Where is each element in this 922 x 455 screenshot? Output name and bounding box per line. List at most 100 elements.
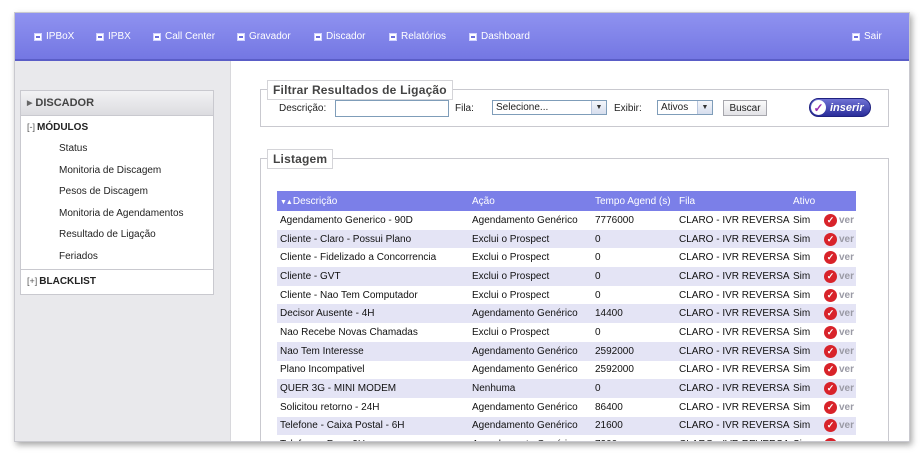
ver-link[interactable]: ✓ver <box>824 400 854 414</box>
ver-label: ver <box>839 364 855 376</box>
cell-acao: Agendamento Genérico <box>469 304 592 324</box>
nav-gravador[interactable]: Gravador <box>237 31 291 42</box>
sidebar-item-pesos-discagem[interactable]: Pesos de Discagem <box>59 186 148 198</box>
sidebar-group-modulos[interactable]: [-] MÓDULOS <box>21 116 213 138</box>
divider <box>21 269 213 270</box>
cell-acao: Agendamento Genérico <box>469 397 592 417</box>
descricao-input[interactable] <box>335 100 449 117</box>
nav-ipbx[interactable]: IPBX <box>96 31 131 42</box>
sort-arrows-icon: ▼▲ <box>280 198 293 206</box>
bullet-icon <box>389 32 397 41</box>
table-row: Cliente - GVT Exclui o Prospect 0 CLARO - I… <box>277 267 856 286</box>
cell-descricao: Cliente - Fidelizado a Concorrencia <box>277 248 469 268</box>
col-descricao[interactable]: ▼▲Descrição <box>277 191 469 211</box>
table-row: Telefone - Caixa Postal - 6H Agendamento … <box>277 416 856 436</box>
bullet-icon <box>469 32 477 41</box>
sidebar-item-resultado-ligacao[interactable]: Resultado de Ligação <box>59 229 156 241</box>
nav-label: IPBoX <box>46 31 75 42</box>
col-ativo[interactable]: Ativo <box>790 191 821 211</box>
cell-actions: ✓ver <box>821 211 856 230</box>
ver-link[interactable]: ✓ver <box>824 288 855 302</box>
ver-link[interactable]: ✓ver <box>824 232 855 246</box>
ver-link[interactable]: ✓ver <box>824 382 855 396</box>
cell-actions: ✓ver <box>821 229 856 249</box>
sidebar-menu: ▶ DISCADOR [-] MÓDULOS Status Monitoria … <box>20 90 214 295</box>
listing-title: Listagem <box>267 149 334 169</box>
ver-label: ver <box>839 383 855 395</box>
cell-ativo: Sim <box>790 211 821 230</box>
bullet-icon <box>96 32 104 41</box>
cell-fila: CLARO - IVR REVERSA <box>676 416 790 436</box>
cell-tempo: 14400 <box>592 304 676 324</box>
cell-descricao: Telefone - Fax - 2H <box>277 435 469 441</box>
fila-select[interactable]: Selecione... ▼ <box>492 100 607 115</box>
ver-link[interactable]: ✓ver <box>824 213 854 227</box>
ver-link[interactable]: ✓ver <box>824 325 854 339</box>
nav-discador[interactable]: Discador <box>314 31 365 42</box>
nav-call-center[interactable]: Call Center <box>153 31 215 42</box>
sidebar-header[interactable]: ▶ DISCADOR <box>21 91 213 116</box>
nav-ipbox[interactable]: IPBoX <box>34 31 74 42</box>
check-circle-icon: ✓ <box>824 419 837 433</box>
ver-label: ver <box>839 420 855 432</box>
sidebar-group-label: MÓDULOS <box>37 121 89 133</box>
cell-ativo: Sim <box>790 435 821 441</box>
cell-acao: Agendamento Genérico <box>469 360 592 380</box>
nav-label: Gravador <box>249 31 291 42</box>
cell-acao: Exclui o Prospect <box>469 267 592 286</box>
cell-actions: ✓ver <box>821 304 856 324</box>
cell-fila: CLARO - IVR REVERSA <box>676 397 790 417</box>
exibir-select[interactable]: Ativos ▼ <box>657 100 713 115</box>
app-window: IPBoX IPBX Call Center Gravador Discador… <box>14 12 910 442</box>
ver-link[interactable]: ✓ver <box>824 363 855 377</box>
sidebar: ▶ DISCADOR [-] MÓDULOS Status Monitoria … <box>15 61 231 441</box>
cell-acao: Agendamento Genérico <box>469 416 592 436</box>
check-circle-icon: ✓ <box>824 251 837 265</box>
collapse-toggle: [-] <box>27 122 35 132</box>
nav-dashboard[interactable]: Dashboard <box>469 31 530 42</box>
sidebar-item-feriados[interactable]: Feriados <box>59 250 98 262</box>
col-acao[interactable]: Ação <box>469 191 592 211</box>
cell-ativo: Sim <box>790 267 821 286</box>
listing-panel: Listagem ▼▲Descrição Ação Tempo Agend (s… <box>260 149 889 441</box>
ver-link[interactable]: ✓ver <box>824 269 854 283</box>
col-tempo[interactable]: Tempo Agend (s) <box>592 191 676 211</box>
ver-label: ver <box>839 233 855 245</box>
ver-link[interactable]: ✓ver <box>824 251 854 265</box>
col-fila[interactable]: Fila <box>676 191 790 211</box>
cell-acao: Exclui o Prospect <box>469 229 592 249</box>
cell-fila: CLARO - IVR REVERSA <box>676 229 790 249</box>
ver-label: ver <box>839 289 855 301</box>
cell-tempo: 2592000 <box>592 360 676 380</box>
cell-descricao: Nao Tem Interesse <box>277 341 469 361</box>
ver-link[interactable]: ✓ver <box>824 344 854 358</box>
cell-fila: CLARO - IVR REVERSA <box>676 248 790 268</box>
cell-ativo: Sim <box>790 397 821 417</box>
cell-ativo: Sim <box>790 341 821 361</box>
sidebar-item-monitoria-discagem[interactable]: Monitoria de Discagem <box>59 164 162 176</box>
cell-descricao: Decisor Ausente - 4H <box>277 304 469 324</box>
cell-fila: CLARO - IVR REVERSA <box>676 435 790 441</box>
cell-acao: Agendamento Genérico <box>469 435 592 441</box>
cell-acao: Exclui o Prospect <box>469 285 592 305</box>
check-circle-icon: ✓ <box>824 400 837 414</box>
nav-label: Discador <box>326 31 366 42</box>
table-row: Agendamento Generico - 90D Agendamento Ge… <box>277 211 856 230</box>
ver-link[interactable]: ✓ver <box>824 438 854 441</box>
nav-relatorios[interactable]: Relatórios <box>389 31 446 42</box>
buscar-button[interactable]: Buscar <box>723 100 767 116</box>
nav-sair[interactable]: Sair <box>852 31 882 42</box>
ver-link[interactable]: ✓ver <box>824 307 854 321</box>
table-row: Cliente - Fidelizado a Concorrencia Exclu… <box>277 248 856 268</box>
cell-actions: ✓ver <box>821 379 856 398</box>
sidebar-group-blacklist[interactable]: [+] BLACKLIST <box>21 270 213 292</box>
sidebar-item-monitoria-agendamentos[interactable]: Monitoria de Agendamentos <box>59 207 184 219</box>
sidebar-item-status[interactable]: Status <box>59 143 88 155</box>
cell-descricao: Nao Recebe Novas Chamadas <box>277 323 469 342</box>
bullet-icon <box>153 32 161 41</box>
cell-fila: CLARO - IVR REVERSA <box>676 360 790 380</box>
cell-ativo: Sim <box>790 248 821 268</box>
inserir-button[interactable]: ✓ inserir <box>809 98 871 117</box>
ver-link[interactable]: ✓ver <box>824 419 855 433</box>
cell-tempo: 86400 <box>592 397 676 417</box>
